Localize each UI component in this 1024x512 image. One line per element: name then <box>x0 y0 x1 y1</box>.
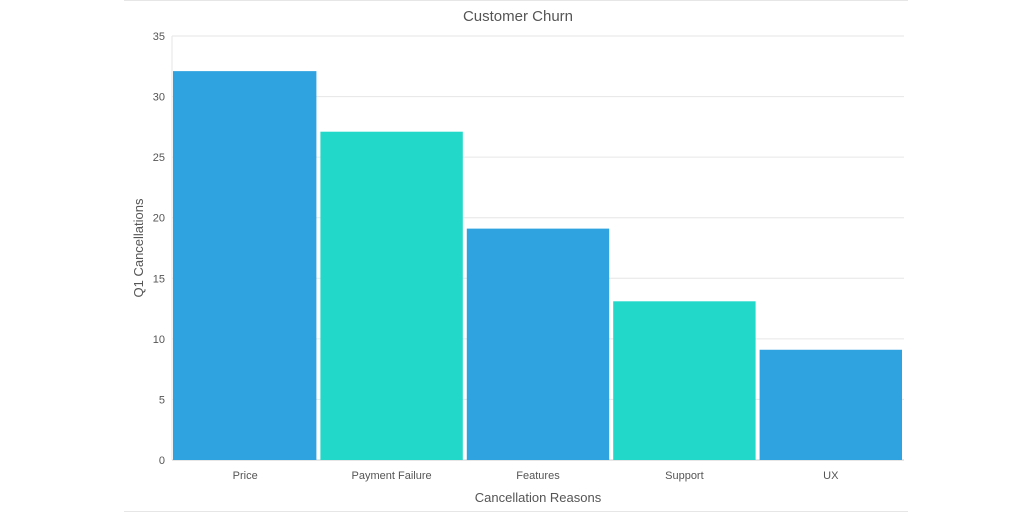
x-axis-label: Cancellation Reasons <box>475 490 602 505</box>
bar-features[interactable] <box>466 228 610 460</box>
bar-price[interactable] <box>173 71 317 460</box>
bar-payment-failure[interactable] <box>320 131 463 460</box>
bars <box>173 71 902 460</box>
x-axis-ticks: Price Payment Failure Features Support UX <box>233 470 839 482</box>
y-tick-label: 25 <box>153 152 165 164</box>
x-tick-label: UX <box>823 470 839 482</box>
x-tick-label: Price <box>233 470 258 482</box>
y-tick-label: 15 <box>153 273 165 285</box>
y-axis-label: Q1 Cancellations <box>131 198 146 297</box>
y-tick-label: 0 <box>159 455 165 467</box>
bar-ux[interactable] <box>759 349 902 460</box>
y-axis-ticks: 0 5 10 15 20 25 30 35 <box>153 31 165 467</box>
x-tick-label: Features <box>516 470 560 482</box>
x-tick-label: Payment Failure <box>352 470 432 482</box>
y-tick-label: 5 <box>159 394 165 406</box>
bar-support[interactable] <box>613 301 756 460</box>
x-tick-label: Support <box>665 470 704 482</box>
chart-title: Customer Churn <box>463 8 573 25</box>
y-tick-label: 30 <box>153 92 165 104</box>
y-tick-label: 20 <box>153 213 165 225</box>
y-tick-label: 35 <box>153 31 165 43</box>
y-tick-label: 10 <box>153 334 165 346</box>
